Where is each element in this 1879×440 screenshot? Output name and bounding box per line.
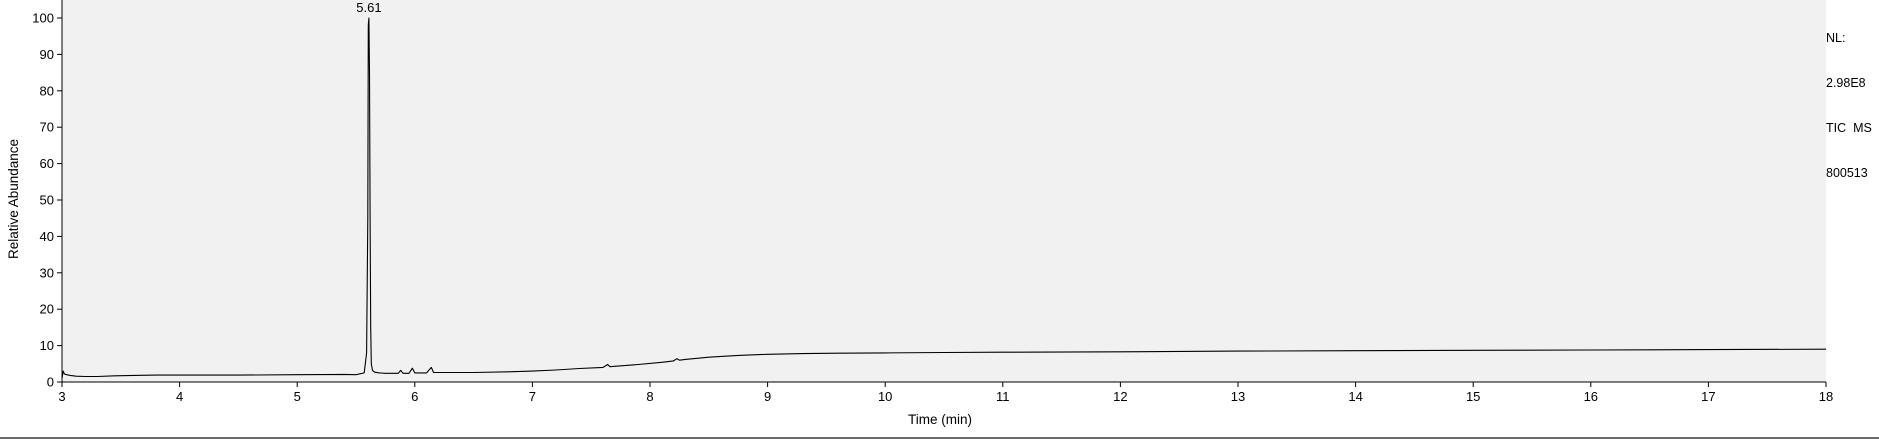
- x-tick-label: 16: [1584, 389, 1598, 404]
- peak-label: 5.61: [356, 0, 381, 15]
- y-tick-label: 90: [40, 47, 54, 62]
- x-axis-title: Time (min): [908, 412, 972, 427]
- x-tick-label: 15: [1466, 389, 1480, 404]
- x-tick-label: 5: [294, 389, 301, 404]
- nl-value: 2.98E8: [1826, 76, 1866, 90]
- plot-area: [62, 0, 1826, 382]
- x-tick-label: 4: [176, 389, 183, 404]
- y-tick-label: 0: [47, 375, 54, 390]
- trace-type: TIC MS: [1826, 121, 1872, 135]
- x-tick-label: 13: [1231, 389, 1245, 404]
- y-tick-label: 70: [40, 120, 54, 135]
- x-tick-label: 7: [529, 389, 536, 404]
- y-tick-label: 20: [40, 302, 54, 317]
- y-tick-label: 30: [40, 265, 54, 280]
- x-axis: 3 4 5 6 7 8 9 10 11 12 13 14 15 16 17 18: [58, 382, 1833, 404]
- x-tick-label: 12: [1113, 389, 1127, 404]
- x-tick-label: 3: [58, 389, 65, 404]
- x-tick-label: 8: [646, 389, 653, 404]
- x-tick-label: 17: [1701, 389, 1715, 404]
- y-tick-label: 100: [32, 11, 54, 26]
- y-tick-label: 10: [40, 338, 54, 353]
- y-tick-label: 50: [40, 193, 54, 208]
- x-tick-label: 14: [1348, 389, 1362, 404]
- peak-annotations: 5.61: [356, 0, 381, 15]
- x-tick-label: 10: [878, 389, 892, 404]
- instrument-info: NL: 2.98E8 TIC MS 800513: [1826, 1, 1872, 196]
- chromatogram-trace: [61, 17, 1827, 379]
- bottom-divider: [0, 437, 1879, 439]
- y-axis: 0 10 20 30 40 50 60 70 80 90 100: [32, 11, 62, 390]
- x-tick-label: 6: [411, 389, 418, 404]
- x-tick-label: 11: [996, 389, 1010, 404]
- y-tick-label: 80: [40, 83, 54, 98]
- x-tick-label: 18: [1819, 389, 1833, 404]
- y-tick-label: 40: [40, 229, 54, 244]
- y-tick-label: 60: [40, 156, 54, 171]
- y-axis-title: Relative Abundance: [6, 139, 21, 259]
- x-tick-label: 9: [764, 389, 771, 404]
- sample-id: 800513: [1826, 166, 1868, 180]
- nl-label: NL:: [1826, 31, 1846, 45]
